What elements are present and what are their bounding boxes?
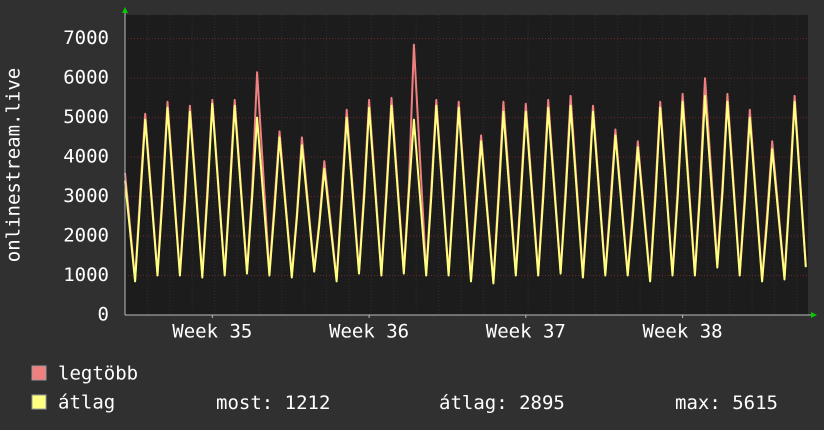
series-line (124, 94, 807, 285)
legend-label: legtöbb (58, 363, 138, 385)
legend-swatch (31, 394, 47, 410)
axis-arrow (122, 7, 128, 13)
stat-value: 1212 (285, 392, 331, 414)
y-tick-label: 7000 (63, 27, 109, 49)
y-tick-label: 5000 (63, 106, 109, 128)
x-tick-label: Week 37 (486, 321, 566, 343)
stat-value: 5615 (732, 392, 778, 414)
y-axis-label: onlinestream.live (3, 68, 25, 262)
plot-area (125, 15, 808, 315)
x-tick-label: Week 35 (172, 321, 252, 343)
axis-arrow (811, 312, 817, 318)
y-tick-label: 3000 (63, 185, 109, 207)
x-tick-label: Week 38 (643, 321, 723, 343)
stat: átlag: 2895 (439, 392, 565, 414)
stat-label: most: (216, 392, 273, 414)
y-tick-label: 0 (98, 304, 109, 326)
y-tick-label: 1000 (63, 264, 109, 286)
y-tick-label: 4000 (63, 146, 109, 168)
stat: max: 5615 (675, 392, 778, 414)
stat-label: max: (675, 392, 721, 414)
y-tick-label: 2000 (63, 225, 109, 247)
stat-value: 2895 (519, 392, 565, 414)
legend-label: átlag (58, 392, 115, 414)
legend-swatch (31, 365, 47, 381)
stat: most: 1212 (216, 392, 330, 414)
x-tick-label: Week 36 (329, 321, 409, 343)
stat-label: átlag: (439, 392, 508, 414)
y-tick-label: 6000 (63, 67, 109, 89)
